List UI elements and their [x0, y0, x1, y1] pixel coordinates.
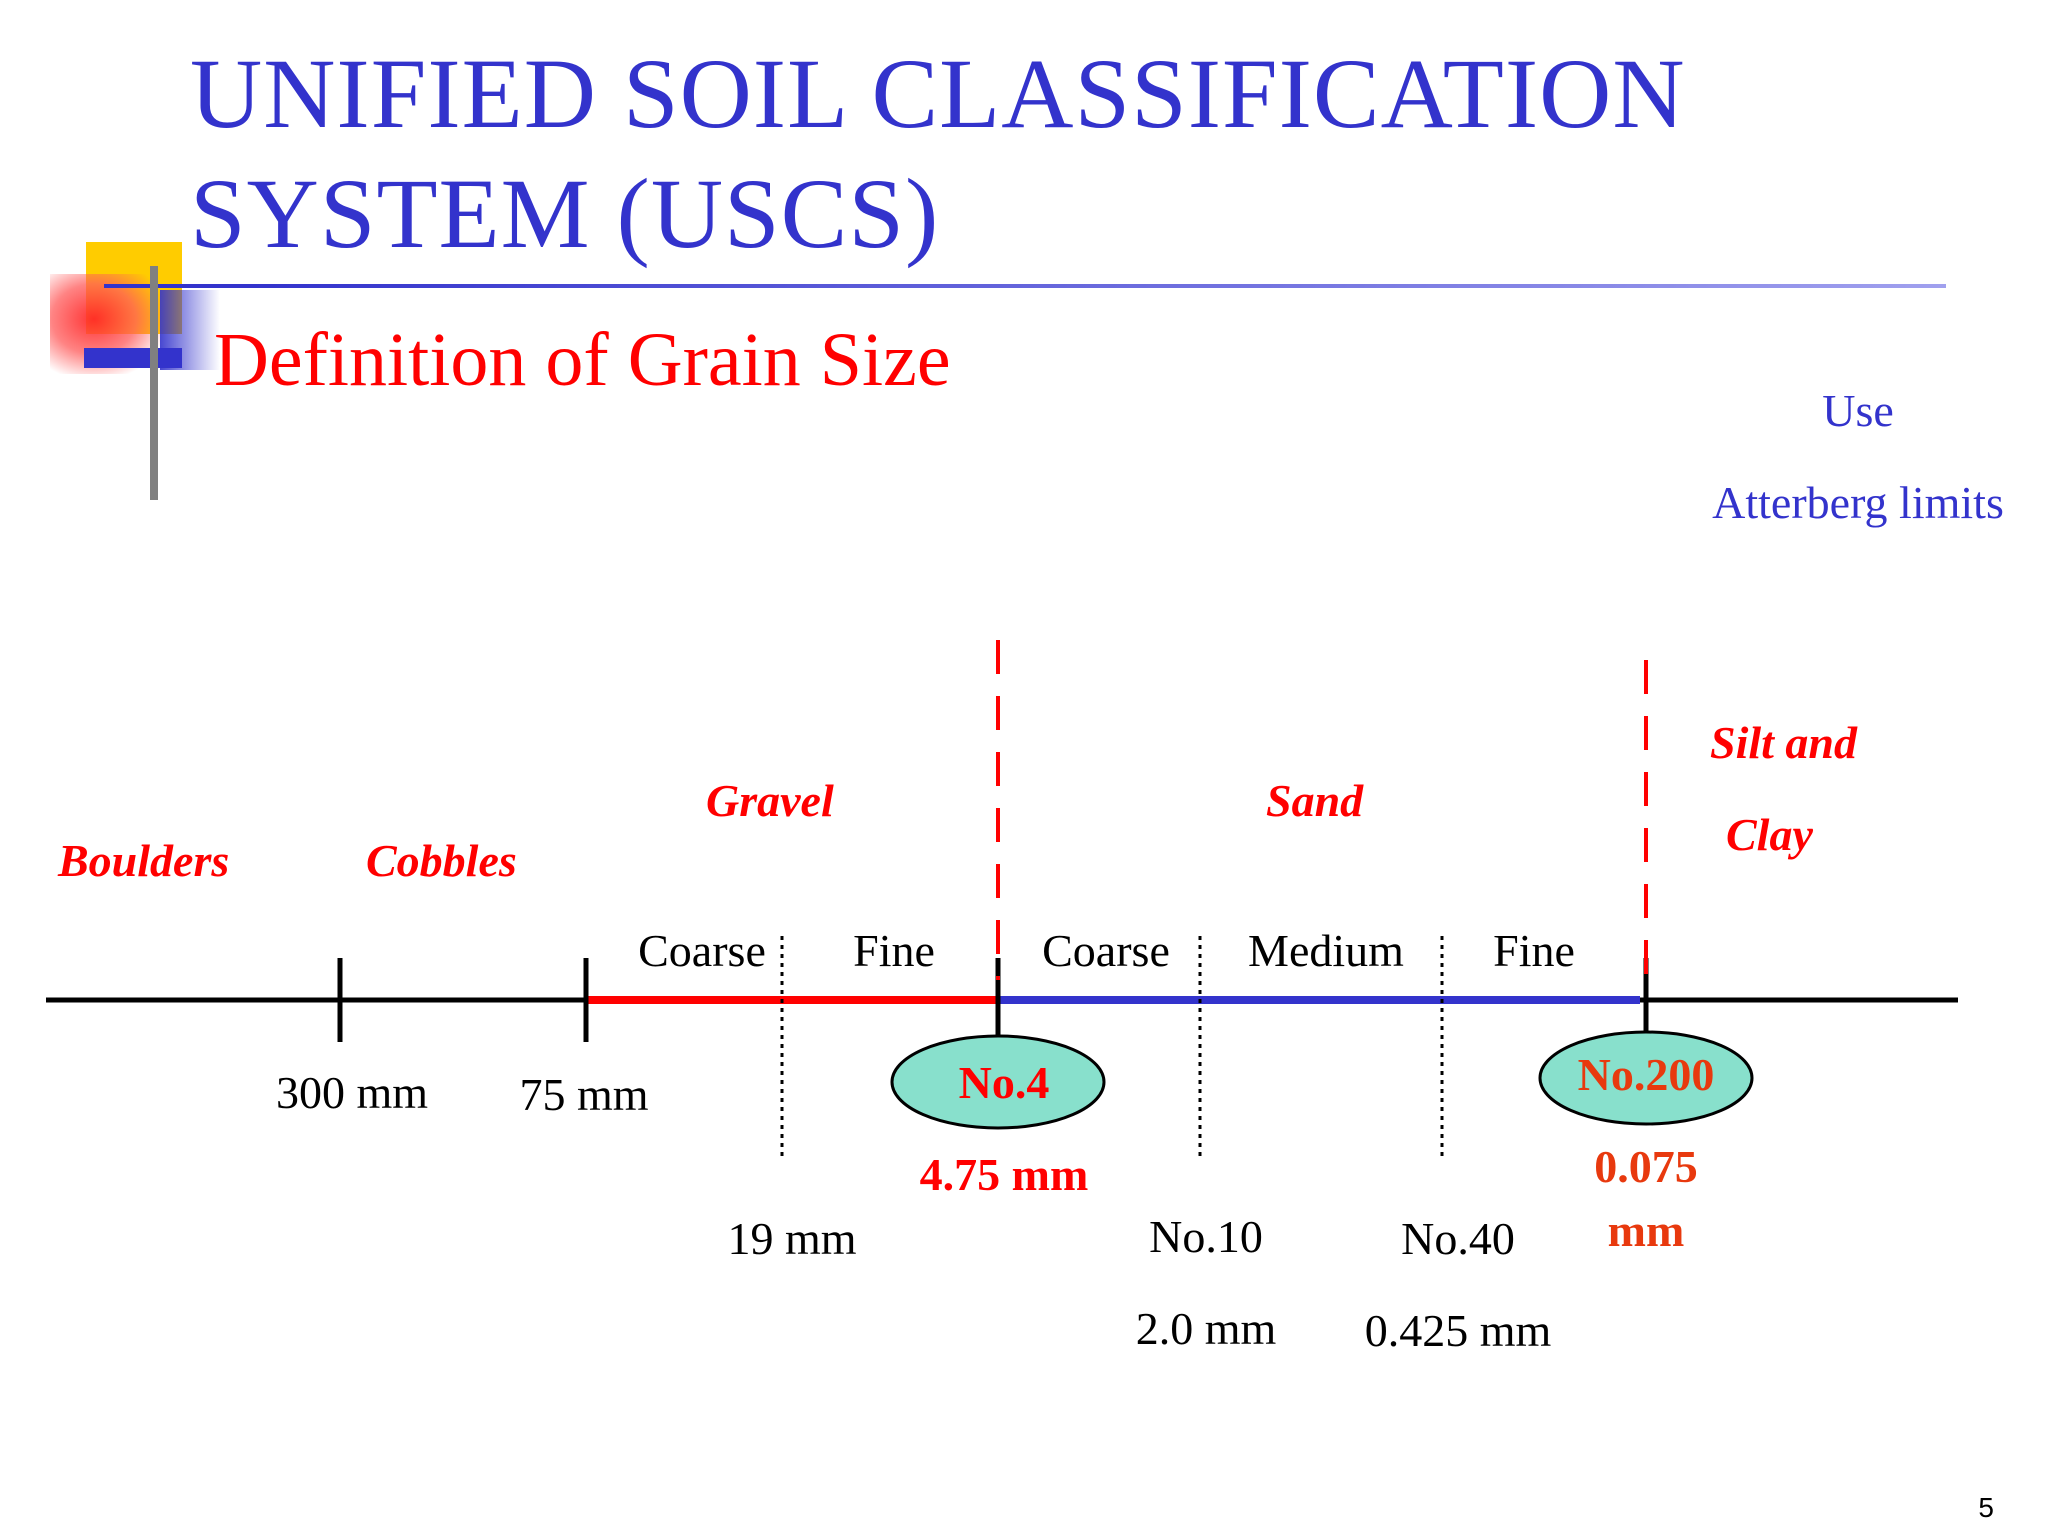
boundary-19mm-label: 19 mm [727, 1213, 857, 1264]
slide-title-line-1: UNIFIED SOIL CLASSIFICATION [190, 38, 1686, 149]
category-cobbles: Cobbles [366, 835, 517, 886]
no40-size-label: 0.425 mm [1364, 1305, 1552, 1356]
category-boulders: Boulders [58, 835, 230, 886]
category-gravel: Gravel [706, 775, 834, 826]
decor-vertical-bar [150, 266, 158, 500]
note-atterberg-limits: Atterberg limits [1712, 477, 2004, 528]
gravel-coarse-label: Coarse [638, 925, 766, 976]
category-clay: Clay [1726, 809, 1813, 860]
no200-size-label-line-1: 0.075 [1594, 1141, 1698, 1192]
no10-sieve-label: No.10 [1149, 1211, 1263, 1262]
sand-medium-label: Medium [1248, 925, 1404, 976]
slide-title-line-2: SYSTEM (USCS) [190, 158, 940, 269]
category-silt-and: Silt and [1710, 717, 1858, 768]
page-number: 5 [1978, 1492, 1994, 1523]
no200-sieve-ellipse [1538, 1030, 1754, 1126]
slide-subtitle: Definition of Grain Size [214, 318, 951, 402]
category-sand: Sand [1266, 775, 1364, 826]
no10-size-label: 2.0 mm [1135, 1303, 1277, 1354]
title-underline-rule [104, 284, 1946, 288]
boundary-75mm-label: 75 mm [519, 1069, 649, 1120]
no4-size-label: 4.75 mm [919, 1149, 1089, 1200]
boundary-300mm-label: 300 mm [275, 1067, 429, 1118]
no4-sieve-ellipse [890, 1034, 1106, 1130]
gravel-fine-label: Fine [853, 925, 935, 976]
no40-sieve-label: No.40 [1401, 1213, 1515, 1264]
no4-sieve-label: No.4 [958, 1057, 1050, 1108]
no200-size-label-line-2: mm [1607, 1205, 1685, 1256]
sand-fine-label: Fine [1493, 925, 1575, 976]
sand-coarse-label: Coarse [1042, 925, 1170, 976]
no200-sieve-label: No.200 [1577, 1049, 1715, 1100]
note-use: Use [1822, 385, 1894, 436]
